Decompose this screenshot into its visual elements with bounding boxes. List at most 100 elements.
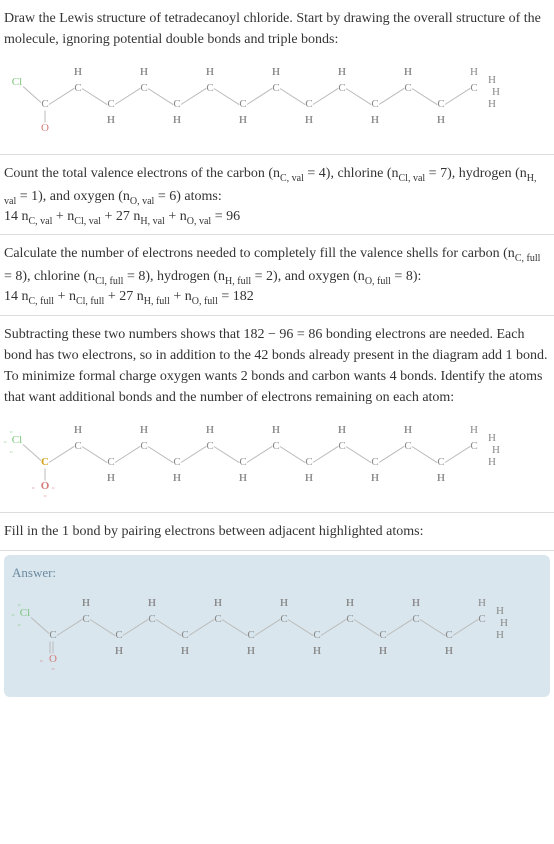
lone-pair: ·· <box>51 484 54 493</box>
answer-box: Answer: CCCCCCCCCCCCCCCl······O····HHHHH… <box>4 555 550 697</box>
single-bond <box>379 88 405 105</box>
hydrogen-atom: H <box>138 424 150 436</box>
oxygen-atom: O <box>47 653 59 665</box>
hydrogen-atom: H <box>486 456 498 468</box>
structure-diagram-answer: CCCCCCCCCCCCCCCl······O····HHHHHHHHHHHHH… <box>12 589 542 679</box>
single-bond <box>23 444 42 461</box>
single-bond <box>181 446 207 463</box>
single-bond <box>280 88 306 105</box>
answer-label: Answer: <box>12 565 542 581</box>
hydrogen-atom: H <box>270 66 282 78</box>
hydrogen-atom: H <box>494 629 506 641</box>
double-bond <box>53 641 54 653</box>
hydrogen-atom: H <box>410 597 422 609</box>
chlorine-atom: Cl <box>11 434 23 446</box>
single-bond <box>214 446 240 463</box>
single-bond <box>313 446 339 463</box>
hydrogen-atom: H <box>311 645 323 657</box>
single-bond <box>379 446 405 463</box>
single-bond <box>412 88 438 105</box>
single-bond <box>445 88 471 105</box>
single-bond <box>115 446 141 463</box>
single-bond <box>189 619 215 636</box>
hydrogen-atom: H <box>435 114 447 126</box>
hydrogen-atom: H <box>113 645 125 657</box>
single-bond <box>49 446 75 463</box>
full-text: Calculate the number of electrons needed… <box>4 243 550 289</box>
hydrogen-atom: H <box>486 98 498 110</box>
hydrogen-atom: H <box>72 424 84 436</box>
single-bond <box>420 619 446 636</box>
single-bond <box>90 619 116 636</box>
intro-section: Draw the Lewis structure of tetradecanoy… <box>0 0 554 155</box>
hydrogen-atom: H <box>498 617 510 629</box>
valence-formula: 14 nC, val + nCl, val + 27 nH, val + nO,… <box>4 209 550 227</box>
hydrogen-atom: H <box>138 66 150 78</box>
hydrogen-atom: H <box>303 472 315 484</box>
hydrogen-atom: H <box>435 472 447 484</box>
lone-pair: ·· <box>9 428 12 437</box>
oxygen-atom: O <box>39 480 51 492</box>
hydrogen-atom: H <box>443 645 455 657</box>
lone-pair: ·· <box>51 665 54 674</box>
hydrogen-atom: H <box>303 114 315 126</box>
lone-pair: ·· <box>31 484 34 493</box>
valence-text: Count the total valence electrons of the… <box>4 163 550 209</box>
single-bond <box>49 88 75 105</box>
single-bond <box>321 619 347 636</box>
hydrogen-atom: H <box>369 114 381 126</box>
hydrogen-atom: H <box>344 597 356 609</box>
single-bond <box>82 88 108 105</box>
hydrogen-atom: H <box>468 66 480 78</box>
single-bond <box>123 619 149 636</box>
single-bond <box>313 88 339 105</box>
single-bond <box>412 446 438 463</box>
single-bond <box>354 619 380 636</box>
hydrogen-atom: H <box>146 597 158 609</box>
hydrogen-atom: H <box>237 114 249 126</box>
single-bond <box>148 446 174 463</box>
bonding-section: Subtracting these two numbers shows that… <box>0 316 554 513</box>
hydrogen-atom: H <box>72 66 84 78</box>
hydrogen-atom: H <box>80 597 92 609</box>
lone-pair: ·· <box>11 611 14 620</box>
chlorine-atom: Cl <box>19 607 31 619</box>
single-bond <box>346 88 372 105</box>
hydrogen-atom: H <box>336 424 348 436</box>
hydrogen-atom: H <box>490 86 502 98</box>
single-bond <box>31 617 50 634</box>
single-bond <box>181 88 207 105</box>
hydrogen-atom: H <box>377 645 389 657</box>
single-bond <box>288 619 314 636</box>
full-formula: 14 nC, full + nCl, full + 27 nH, full + … <box>4 289 550 307</box>
lone-pair: ·· <box>17 621 20 630</box>
single-bond <box>45 111 46 123</box>
hydrogen-atom: H <box>105 114 117 126</box>
lone-pair: ·· <box>3 438 6 447</box>
single-bond <box>280 446 306 463</box>
oxygen-atom: O <box>39 122 51 134</box>
single-bond <box>23 86 42 103</box>
structure-diagram-1: CCCCCCCCCCCCCCClOHHHHHHHHHHHHHHHHHHHHHHH… <box>4 58 550 138</box>
fill-section: Fill in the 1 bond by pairing electrons … <box>0 513 554 551</box>
hydrogen-atom: H <box>171 114 183 126</box>
hydrogen-atom: H <box>486 432 498 444</box>
hydrogen-atom: H <box>468 424 480 436</box>
single-bond <box>222 619 248 636</box>
single-bond <box>45 468 46 480</box>
hydrogen-atom: H <box>486 74 498 86</box>
single-bond <box>115 88 141 105</box>
hydrogen-atom: H <box>204 424 216 436</box>
lone-pair: ·· <box>17 601 20 610</box>
single-bond <box>255 619 281 636</box>
hydrogen-atom: H <box>237 472 249 484</box>
hydrogen-atom: H <box>179 645 191 657</box>
lone-pair: ·· <box>9 448 12 457</box>
hydrogen-atom: H <box>105 472 117 484</box>
single-bond <box>346 446 372 463</box>
hydrogen-atom: H <box>476 597 488 609</box>
hydrogen-atom: H <box>171 472 183 484</box>
single-bond <box>445 446 471 463</box>
single-bond <box>82 446 108 463</box>
chlorine-atom: Cl <box>11 76 23 88</box>
